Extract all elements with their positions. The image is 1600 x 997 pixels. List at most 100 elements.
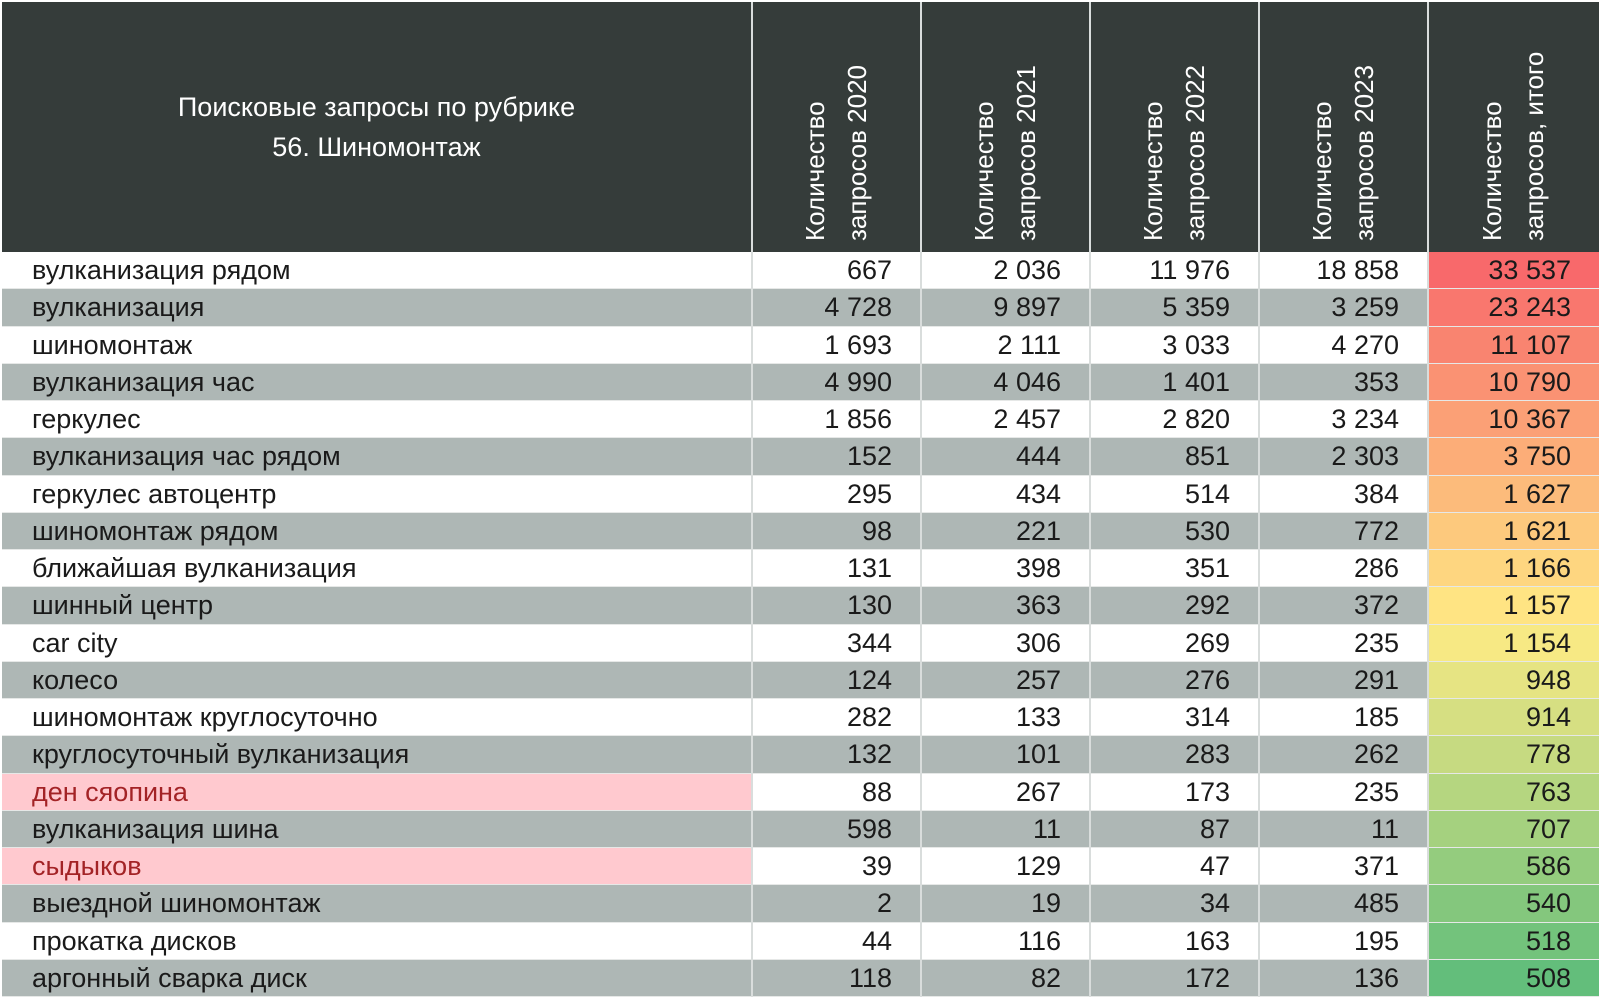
cell-value: 101 bbox=[921, 735, 1091, 773]
cell-value: 4 046 bbox=[921, 363, 1091, 401]
cell-value: 282 bbox=[752, 698, 922, 736]
cell-value: 132 bbox=[752, 735, 922, 773]
cell-value: 1 856 bbox=[752, 400, 922, 438]
cell-value: 772 bbox=[1259, 512, 1429, 550]
table-row: car city 344 306 269 235 1 154 bbox=[2, 624, 1599, 662]
table-row: ден сяопина 88 267 173 235 763 bbox=[2, 773, 1599, 811]
cell-total: 586 bbox=[1428, 847, 1599, 885]
cell-value: 514 bbox=[1090, 475, 1260, 513]
table-row: прокатка дисков 44 116 163 195 518 bbox=[2, 922, 1599, 960]
cell-total: 1 166 bbox=[1428, 549, 1599, 587]
row-label: прокатка дисков bbox=[2, 922, 753, 960]
cell-value: 257 bbox=[921, 661, 1091, 699]
cell-value: 152 bbox=[752, 437, 922, 475]
table-row: сыдыков 39 129 47 371 586 bbox=[2, 847, 1599, 885]
cell-value: 314 bbox=[1090, 698, 1260, 736]
cell-value: 1 693 bbox=[752, 326, 922, 364]
table-row: выездной шиномонтаж 2 19 34 485 540 bbox=[2, 884, 1599, 922]
cell-value: 283 bbox=[1090, 735, 1260, 773]
cell-value: 34 bbox=[1090, 884, 1260, 922]
cell-total: 518 bbox=[1428, 922, 1599, 960]
cell-value: 4 990 bbox=[752, 363, 922, 401]
cell-value: 2 036 bbox=[921, 252, 1091, 289]
table-header: Поисковые запросы по рубрике 56. Шиномон… bbox=[2, 2, 1599, 252]
table-row: вулканизация 4 728 9 897 5 359 3 259 23 243 bbox=[2, 288, 1599, 326]
cell-value: 235 bbox=[1259, 624, 1429, 662]
cell-value: 353 bbox=[1259, 363, 1429, 401]
cell-value: 172 bbox=[1090, 959, 1260, 997]
table-title-line1: Поисковые запросы по рубрике bbox=[177, 92, 576, 122]
cell-value: 434 bbox=[921, 475, 1091, 513]
cell-value: 118 bbox=[752, 959, 922, 997]
row-label: вулканизация час bbox=[2, 363, 753, 401]
cell-value: 363 bbox=[921, 586, 1091, 624]
cell-total: 11 107 bbox=[1428, 326, 1599, 364]
row-label: круглосуточный вулканизация bbox=[2, 735, 753, 773]
cell-value: 131 bbox=[752, 549, 922, 587]
row-label: вулканизация рядом bbox=[2, 252, 753, 289]
table-row: геркулес автоцентр 295 434 514 384 1 627 bbox=[2, 475, 1599, 513]
table-row: геркулес 1 856 2 457 2 820 3 234 10 367 bbox=[2, 400, 1599, 438]
cell-value: 286 bbox=[1259, 549, 1429, 587]
cell-value: 133 bbox=[921, 698, 1091, 736]
table-row: шинный центр 130 363 292 372 1 157 bbox=[2, 586, 1599, 624]
cell-value: 384 bbox=[1259, 475, 1429, 513]
table-row: вулканизация шина 598 11 87 11 707 bbox=[2, 810, 1599, 848]
cell-value: 372 bbox=[1259, 586, 1429, 624]
cell-value: 44 bbox=[752, 922, 922, 960]
cell-value: 4 270 bbox=[1259, 326, 1429, 364]
cell-total: 707 bbox=[1428, 810, 1599, 848]
row-label: сыдыков bbox=[2, 847, 753, 885]
cell-value: 4 728 bbox=[752, 288, 922, 326]
column-header-2020: Количество запросов 2020 bbox=[752, 2, 922, 252]
column-header-total: Количество запросов, итого bbox=[1428, 2, 1599, 252]
table-row: шиномонтаж 1 693 2 111 3 033 4 270 11 107 bbox=[2, 326, 1599, 364]
cell-total: 914 bbox=[1428, 698, 1599, 736]
table-row: шиномонтаж круглосуточно 282 133 314 185 914 bbox=[2, 698, 1599, 736]
row-label: car city bbox=[2, 624, 753, 662]
cell-total: 3 750 bbox=[1428, 437, 1599, 475]
cell-value: 19 bbox=[921, 884, 1091, 922]
cell-total: 778 bbox=[1428, 735, 1599, 773]
cell-value: 2 303 bbox=[1259, 437, 1429, 475]
table-row: вулканизация рядом 667 2 036 11 976 18 858 33… bbox=[2, 252, 1599, 289]
cell-value: 267 bbox=[921, 773, 1091, 811]
cell-value: 276 bbox=[1090, 661, 1260, 699]
row-label: шиномонтаж рядом bbox=[2, 512, 753, 550]
table-row: колесо 124 257 276 291 948 bbox=[2, 661, 1599, 699]
row-label: шиномонтаж круглосуточно bbox=[2, 698, 753, 736]
cell-total: 33 537 bbox=[1428, 252, 1599, 289]
cell-value: 485 bbox=[1259, 884, 1429, 922]
cell-value: 11 bbox=[1259, 810, 1429, 848]
cell-value: 291 bbox=[1259, 661, 1429, 699]
cell-value: 2 bbox=[752, 884, 922, 922]
cell-total: 948 bbox=[1428, 661, 1599, 699]
cell-total: 763 bbox=[1428, 773, 1599, 811]
cell-value: 163 bbox=[1090, 922, 1260, 960]
cell-total: 1 157 bbox=[1428, 586, 1599, 624]
row-label: ден сяопина bbox=[2, 773, 753, 811]
cell-value: 598 bbox=[752, 810, 922, 848]
cell-total: 10 790 bbox=[1428, 363, 1599, 401]
cell-value: 2 820 bbox=[1090, 400, 1260, 438]
row-label: геркулес bbox=[2, 400, 753, 438]
cell-value: 195 bbox=[1259, 922, 1429, 960]
cell-value: 1 401 bbox=[1090, 363, 1260, 401]
cell-total: 508 bbox=[1428, 959, 1599, 997]
cell-value: 851 bbox=[1090, 437, 1260, 475]
row-label: шинный центр bbox=[2, 586, 753, 624]
cell-value: 185 bbox=[1259, 698, 1429, 736]
cell-value: 262 bbox=[1259, 735, 1429, 773]
cell-value: 667 bbox=[752, 252, 922, 289]
cell-value: 129 bbox=[921, 847, 1091, 885]
cell-value: 371 bbox=[1259, 847, 1429, 885]
cell-value: 2 457 bbox=[921, 400, 1091, 438]
cell-total: 540 bbox=[1428, 884, 1599, 922]
cell-value: 98 bbox=[752, 512, 922, 550]
column-header-2022: Количество запросов 2022 bbox=[1090, 2, 1260, 252]
cell-value: 47 bbox=[1090, 847, 1260, 885]
cell-value: 11 bbox=[921, 810, 1091, 848]
table-title-line2: 56. Шиномонтаж bbox=[272, 132, 481, 162]
cell-value: 5 359 bbox=[1090, 288, 1260, 326]
cell-value: 306 bbox=[921, 624, 1091, 662]
